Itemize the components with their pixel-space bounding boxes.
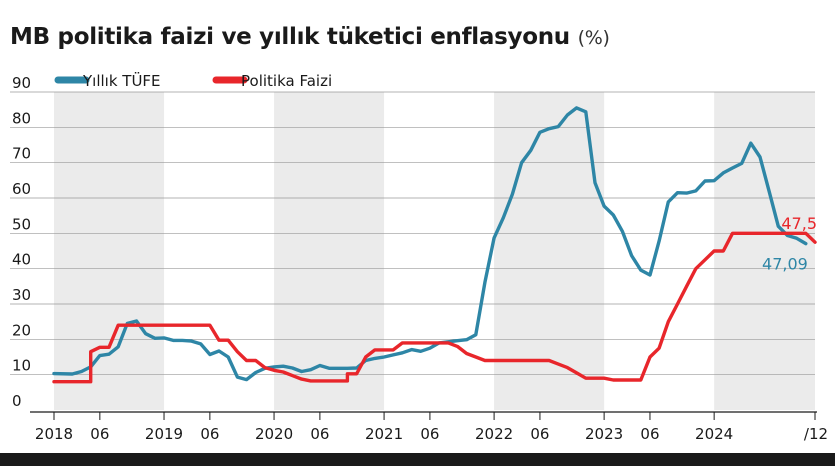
x-tick-label: 06 bbox=[640, 425, 659, 443]
x-tick-label: 06 bbox=[310, 425, 329, 443]
grid-lines bbox=[10, 91, 815, 376]
y-axis: 0 10 20 30 40 50 60 70 80 90 bbox=[12, 74, 31, 410]
y-tick-label: 30 bbox=[12, 286, 31, 304]
x-tick-label: 06 bbox=[90, 425, 109, 443]
y-tick-label: 50 bbox=[12, 215, 31, 233]
y-tick-label: 40 bbox=[12, 251, 31, 269]
y-tick-label: 90 bbox=[12, 74, 31, 92]
end-labels: 47,09 47,5 bbox=[762, 214, 817, 273]
chart-title-text: MB politika faizi ve yıllık tüketici enf… bbox=[10, 24, 570, 50]
x-tick-label: 06 bbox=[200, 425, 219, 443]
x-tick-label: 2019 bbox=[145, 425, 183, 443]
y-tick-label: 10 bbox=[12, 357, 31, 375]
series-lines bbox=[52, 106, 817, 384]
bottom-bar bbox=[0, 453, 835, 466]
x-tick-label: 2024 bbox=[695, 425, 733, 443]
series-line-faiz bbox=[52, 231, 817, 384]
y-tick-label: 60 bbox=[12, 180, 31, 198]
y-tick-label: 0 bbox=[12, 392, 22, 410]
x-tick-label: 2022 bbox=[475, 425, 513, 443]
series-line-tufe bbox=[52, 106, 808, 382]
shaded-band bbox=[54, 92, 165, 410]
x-tick-label: /12 bbox=[804, 425, 828, 443]
end-label-faiz: 47,5 bbox=[781, 214, 817, 233]
x-axis: 2018 06 2019 06 2020 06 2021 06 2022 06 2023 06 2024… bbox=[30, 411, 828, 443]
legend-label: Politika Faizi bbox=[241, 72, 332, 90]
legend-label: Yıllık TÜFE bbox=[82, 71, 161, 90]
x-tick-label: 06 bbox=[420, 425, 439, 443]
shaded-band bbox=[274, 92, 385, 410]
shaded-band bbox=[494, 92, 605, 410]
chart-title: MB politika faizi ve yıllık tüketici enf… bbox=[10, 24, 610, 50]
x-tick-label: 06 bbox=[530, 425, 549, 443]
legend: Yıllık TÜFE Politika Faizi bbox=[54, 71, 332, 90]
y-tick-label: 70 bbox=[12, 145, 31, 163]
shaded-bands bbox=[54, 92, 815, 410]
x-tick-label: 2020 bbox=[255, 425, 293, 443]
end-label-tufe: 47,09 bbox=[762, 255, 808, 274]
y-tick-label: 20 bbox=[12, 321, 31, 339]
chart-unit: (%) bbox=[577, 27, 610, 49]
x-tick-label: 2018 bbox=[35, 425, 73, 443]
shaded-band bbox=[714, 92, 815, 410]
x-tick-label: 2021 bbox=[365, 425, 403, 443]
x-tick-label: 2023 bbox=[585, 425, 623, 443]
y-tick-label: 80 bbox=[12, 109, 31, 127]
